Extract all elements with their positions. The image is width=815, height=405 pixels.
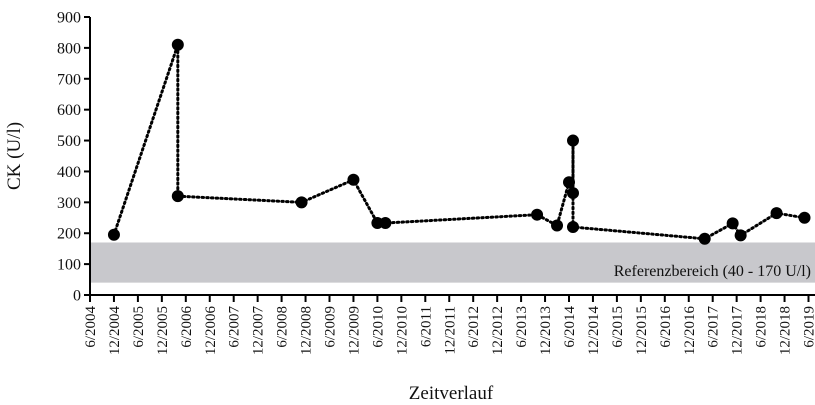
y-tick-label: 800 [57,40,81,57]
reference-band [90,242,815,283]
x-tick-label: 6/2005 [131,306,147,348]
x-tick-label: 6/2007 [227,306,243,348]
data-point [698,232,711,245]
data-point [726,217,739,230]
x-tick-label: 6/2009 [323,306,339,348]
x-tick-label: 6/2006 [179,306,195,348]
y-tick-label: 200 [57,226,81,243]
x-tick-label: 6/2014 [562,306,578,348]
x-tick-label: 12/2009 [346,306,362,355]
x-tick-label: 12/2005 [155,306,171,355]
data-point [107,228,120,241]
x-tick-label: 6/2018 [754,306,770,348]
x-tick-label: 6/2004 [83,306,99,348]
y-axis-title: CK (U/l) [4,122,25,190]
data-point [566,221,579,234]
data-point [551,219,564,232]
y-tick-label: 600 [57,102,81,119]
x-tick-label: 6/2016 [658,306,674,348]
y-tick-label: 900 [57,10,81,27]
data-point [770,207,783,220]
y-tick-label: 400 [57,164,81,181]
y-tick-label: 700 [57,71,81,88]
x-tick-label: 12/2008 [299,306,315,355]
data-point [347,173,360,186]
x-tick-label: 12/2012 [490,306,506,355]
data-point [171,190,184,203]
x-tick-label: 12/2011 [442,306,458,355]
data-point [563,176,575,189]
x-tick-label: 12/2017 [730,306,746,356]
x-tick-label: 6/2010 [370,306,386,348]
data-point [798,211,811,224]
y-tick-label: 300 [57,195,81,212]
x-tick-label: 12/2007 [251,306,267,356]
x-tick-label: 12/2013 [538,306,554,355]
x-tick-label: 6/2012 [466,306,482,348]
y-tick-label: 500 [57,133,81,150]
x-tick-label: 12/2010 [394,306,410,355]
data-point [566,187,579,200]
x-tick-label: 6/2015 [610,306,626,348]
x-tick-label: 12/2004 [107,306,123,356]
reference-band-label: Referenzbereich (40 - 170 U/l) [614,263,811,280]
x-tick-label: 12/2018 [778,306,794,355]
x-tick-label: 6/2011 [418,306,434,347]
x-axis-title: Zeitverlauf [409,383,494,404]
x-tick-label: 12/2014 [586,306,602,356]
data-point [295,196,308,209]
data-point [171,38,184,51]
y-tick-label: 0 [73,288,81,305]
x-tick-label: 6/2019 [802,306,815,348]
x-tick-label: 6/2008 [275,306,291,348]
data-point [531,208,544,221]
y-tick-label: 100 [57,257,81,274]
x-tick-label: 12/2015 [634,306,650,355]
x-tick-label: 6/2017 [706,306,722,348]
x-tick-label: 6/2013 [514,306,530,348]
x-tick-label: 12/2016 [682,306,698,356]
data-point [379,217,392,230]
series-line [112,44,807,241]
data-point [566,134,579,147]
data-point [734,229,747,242]
x-tick-label: 12/2006 [203,306,219,356]
